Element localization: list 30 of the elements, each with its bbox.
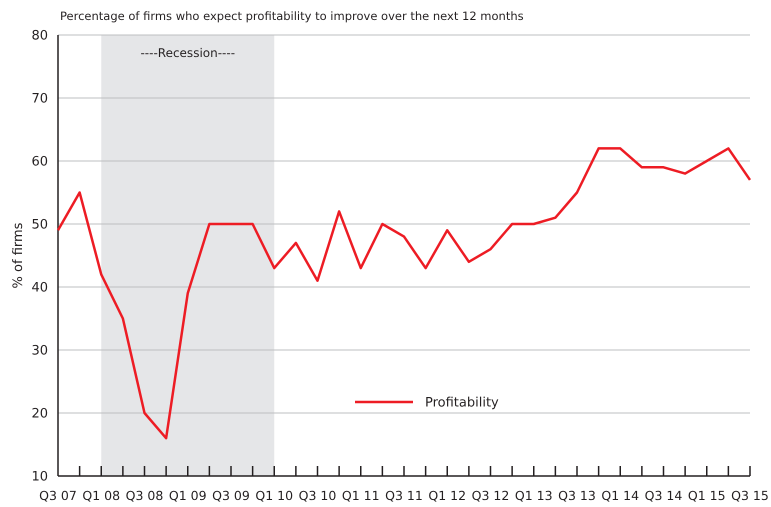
x-tick-label: Q1 13 <box>514 488 553 503</box>
x-tick-label: Q3 14 <box>644 488 682 503</box>
x-tick-label: Q1 15 <box>688 488 726 503</box>
x-tick-label: Q3 15 <box>731 488 769 503</box>
x-tick-label: Q1 14 <box>601 488 640 503</box>
band-label: ----Recession---- <box>140 46 236 60</box>
legend-label: Profitability <box>425 396 500 411</box>
y-tick-label: 30 <box>31 344 48 359</box>
x-tick-label: Q1 11 <box>342 488 380 503</box>
x-tick-label: Q3 09 <box>212 488 250 503</box>
x-tick-label: Q1 12 <box>428 488 466 503</box>
y-tick-label: 70 <box>31 92 48 107</box>
y-tick-label: 50 <box>31 218 48 233</box>
y-tick-label: 80 <box>31 28 48 44</box>
x-tick-label: Q1 09 <box>168 488 207 503</box>
line-series <box>56 147 752 440</box>
y-tick-label: 60 <box>31 154 48 170</box>
x-tick-label: Q3 08 <box>126 488 164 503</box>
x-tick-label: Q1 08 <box>82 488 120 503</box>
x-tick-label: Q3 12 <box>472 488 510 503</box>
y-axis-title: % of firms <box>11 222 26 288</box>
x-tick-label: Q3 07 <box>39 488 77 503</box>
x-tick-label: Q1 10 <box>255 488 294 503</box>
y-tick-label: 20 <box>31 406 48 422</box>
x-tick-label: Q3 13 <box>558 488 596 503</box>
y-tick-label: 40 <box>31 280 48 296</box>
chart-title: Percentage of firms who expect profitability to improve over the next 12 months <box>60 9 524 23</box>
x-tick-label: Q3 11 <box>385 488 423 503</box>
x-tick-label: Q3 10 <box>298 488 336 503</box>
y-tick-label: 10 <box>31 470 48 485</box>
